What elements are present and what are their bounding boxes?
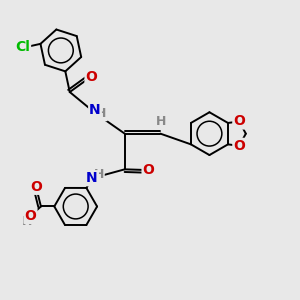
Text: O: O <box>30 180 42 194</box>
Text: O: O <box>233 115 245 128</box>
Text: H: H <box>93 168 104 181</box>
Text: H: H <box>22 215 33 228</box>
Text: N: N <box>89 103 101 118</box>
Text: Cl: Cl <box>15 40 30 54</box>
Text: H: H <box>156 115 166 128</box>
Text: O: O <box>233 139 245 153</box>
Text: O: O <box>25 209 37 223</box>
Text: O: O <box>85 70 98 84</box>
Text: H: H <box>96 107 107 120</box>
Text: O: O <box>142 163 154 177</box>
Text: N: N <box>86 171 98 185</box>
